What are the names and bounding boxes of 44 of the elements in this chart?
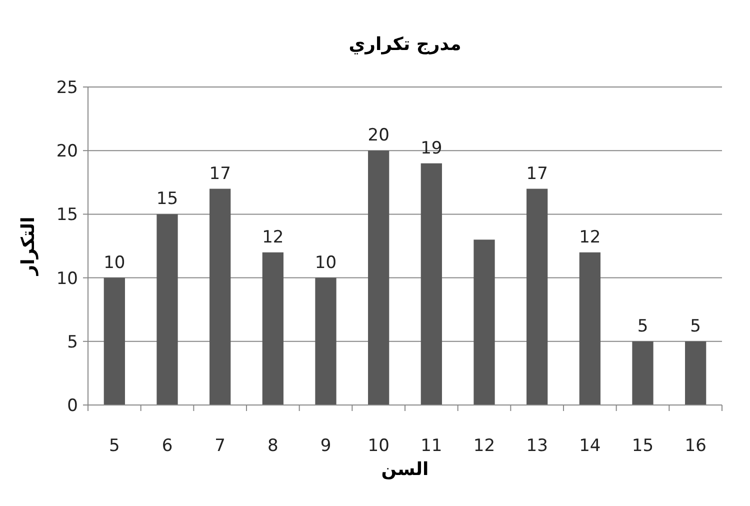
data-label: 17: [209, 164, 231, 184]
y-tick-label: 20: [56, 142, 78, 162]
bar: [579, 252, 600, 405]
x-tick-label: 13: [526, 436, 548, 456]
bar: [526, 188, 548, 405]
x-tick-label: 5: [109, 436, 120, 456]
bar: [685, 341, 706, 405]
bar: [632, 341, 654, 405]
bar: [262, 252, 284, 405]
y-axis-title: التكرار: [18, 216, 39, 276]
bar: [420, 163, 442, 405]
x-axis-title: السن: [381, 459, 429, 480]
data-label: 12: [579, 227, 601, 248]
data-label: 15: [156, 189, 178, 210]
y-tick-label: 0: [67, 396, 78, 416]
y-tick-label: 25: [56, 78, 78, 98]
x-tick-label: 8: [268, 436, 278, 456]
data-label: 17: [526, 164, 548, 184]
bar: [474, 240, 495, 405]
bar: [104, 278, 125, 405]
bar: [210, 188, 231, 405]
y-tick-label: 5: [67, 332, 78, 352]
data-label: 12: [262, 227, 284, 248]
x-tick-label: 14: [579, 436, 601, 456]
x-tick-label: 12: [473, 436, 496, 456]
data-label: 5: [690, 316, 701, 336]
data-label: 10: [104, 252, 126, 273]
y-tick-label: 10: [56, 268, 78, 289]
data-label: 10: [314, 252, 337, 273]
data-label: 19: [420, 138, 442, 158]
x-tick-label: 9: [320, 436, 332, 456]
x-tick-label: 7: [214, 436, 226, 456]
bar: [315, 278, 336, 405]
x-tick-label: 11: [420, 436, 442, 456]
y-tick-label: 15: [56, 205, 78, 226]
x-tick-label: 15: [632, 436, 654, 456]
bar: [156, 214, 178, 405]
chart-title: مدرج تكراري: [348, 34, 462, 55]
data-label: 5: [637, 316, 648, 336]
x-tick-label: 10: [368, 436, 390, 456]
x-tick-label: 16: [684, 436, 706, 456]
data-label: 20: [368, 126, 390, 146]
bar: [368, 150, 390, 405]
x-tick-label: 6: [162, 436, 173, 456]
